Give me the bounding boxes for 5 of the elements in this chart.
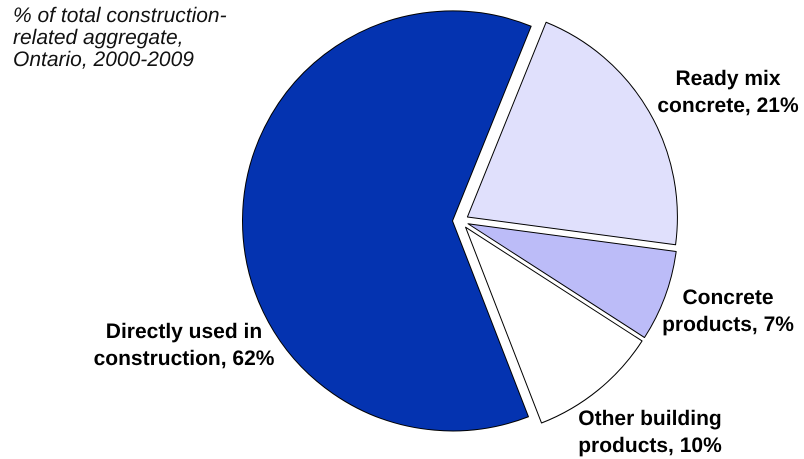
slice-label: Other building products, 10% [578, 406, 722, 459]
slice-label: Ready mix concrete, 21% [657, 66, 799, 119]
slice-label: Concrete products, 7% [662, 285, 794, 338]
text: % of total construction-related aggregate, Ontario, 2000-2009 [13, 4, 228, 71]
slice-label: Directly used in construction, 62% [94, 319, 274, 372]
